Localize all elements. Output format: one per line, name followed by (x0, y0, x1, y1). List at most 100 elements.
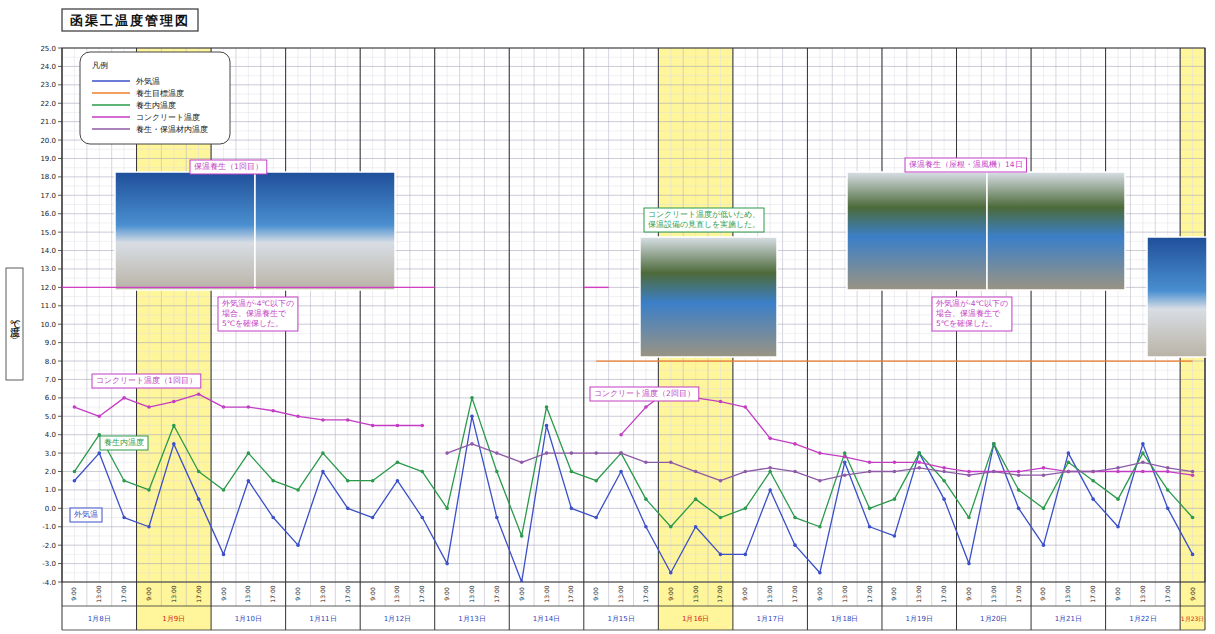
data-point (744, 553, 748, 557)
y-axis-title: 温度（℃） (9, 319, 20, 339)
y-tick (58, 453, 62, 454)
data-point (222, 488, 226, 492)
data-point (1042, 543, 1046, 547)
column-line (534, 48, 535, 606)
day-label: 1月9日 (162, 615, 185, 623)
data-point (869, 361, 870, 362)
minor-grid-line (62, 75, 1205, 76)
series-line (74, 389, 1192, 476)
data-point (1042, 466, 1046, 470)
data-point (1141, 461, 1145, 465)
data-point (768, 470, 772, 474)
y-tick (58, 232, 62, 233)
annotation-text: 外気温が-4℃以下の (936, 299, 1008, 308)
data-point (222, 553, 226, 557)
data-point (793, 470, 797, 474)
x-tick-label: 9:00 (70, 587, 77, 601)
column-line (1130, 48, 1131, 606)
data-point (694, 497, 698, 501)
data-point (470, 396, 474, 400)
grid-line (62, 158, 1205, 159)
annotation-box (70, 508, 102, 522)
data-point (420, 424, 424, 428)
data-point (942, 470, 946, 474)
data-point (1093, 361, 1094, 362)
data-point (793, 543, 797, 547)
x-tick-label: 9:00 (667, 587, 674, 601)
photo (640, 237, 777, 357)
annotation-box (190, 160, 267, 174)
data-point (644, 525, 648, 529)
data-point (868, 507, 872, 511)
y-tick (58, 545, 62, 546)
data-point (745, 361, 746, 362)
photo (1147, 237, 1207, 357)
group-line (881, 48, 882, 630)
day-label: 1月12日 (384, 615, 411, 623)
x-tick-label: 13:00 (617, 585, 624, 602)
data-point (1116, 470, 1120, 474)
data-point (271, 516, 275, 520)
data-point (97, 414, 101, 418)
data-point (321, 418, 325, 422)
y-tick-label: -4.0 (42, 579, 56, 587)
day-label: 1月23日 (1181, 615, 1204, 622)
day-label: 1月13日 (458, 615, 485, 623)
grid-line (62, 361, 1205, 362)
annotation-text: コンクリート温度（1回目） (96, 376, 197, 385)
grid-line (62, 434, 1205, 435)
x-tick-label: 13:00 (915, 585, 922, 602)
data-point (818, 525, 822, 529)
y-tick-label: 7.0 (45, 376, 56, 384)
data-point (1017, 488, 1021, 492)
data-point (594, 479, 598, 483)
data-point (844, 361, 845, 362)
photo (987, 172, 1125, 290)
annotation-text: 場合、保温養生で (221, 309, 287, 318)
data-point (1091, 470, 1095, 474)
y-tick (58, 66, 62, 67)
data-point (520, 534, 524, 538)
data-point (321, 451, 325, 455)
data-point (1191, 470, 1195, 474)
data-point (669, 525, 673, 529)
data-point (819, 361, 820, 362)
grid-line (62, 489, 1205, 490)
data-point (768, 488, 772, 492)
data-point (1068, 361, 1069, 362)
data-point (944, 361, 945, 362)
data-point (744, 470, 748, 474)
minor-grid-line (62, 94, 1205, 95)
annotation-text: 保温設備の見直しを実施した。 (648, 220, 760, 229)
x-tick-label: 9:00 (294, 587, 301, 601)
minor-grid-line (62, 517, 1205, 518)
data-point (843, 461, 847, 465)
axis-row-line (62, 606, 1205, 607)
group-line (509, 48, 510, 630)
grid-line (62, 84, 1205, 85)
y-tick (58, 379, 62, 380)
minor-grid-line (62, 57, 1205, 58)
data-point (893, 497, 897, 501)
y-tick (58, 342, 62, 343)
photo (847, 172, 987, 290)
data-point (843, 455, 847, 459)
legend-swatch (92, 104, 130, 106)
legend-label: 養生目標温度 (136, 89, 184, 98)
y-tick (58, 268, 62, 269)
y-tick (58, 176, 62, 177)
x-tick-label: 9:00 (369, 587, 376, 601)
data-point (247, 405, 251, 409)
data-point (346, 479, 350, 483)
y-tick (58, 158, 62, 159)
data-point (992, 442, 996, 446)
legend: 凡例外気温養生目標温度養生内温度コンクリート温度養生・保温材内温度 (80, 52, 230, 144)
data-point (1091, 497, 1095, 501)
y-tick (58, 103, 62, 104)
annotation: 外気温が-4℃以下の場合、保温養生で5℃を確保した。 (218, 297, 298, 331)
data-point (147, 488, 151, 492)
y-tick-label: 17.0 (40, 192, 56, 200)
day-label: 1月14日 (533, 615, 560, 623)
reference-line (584, 287, 609, 288)
x-tick-label: 9:00 (1039, 587, 1046, 601)
